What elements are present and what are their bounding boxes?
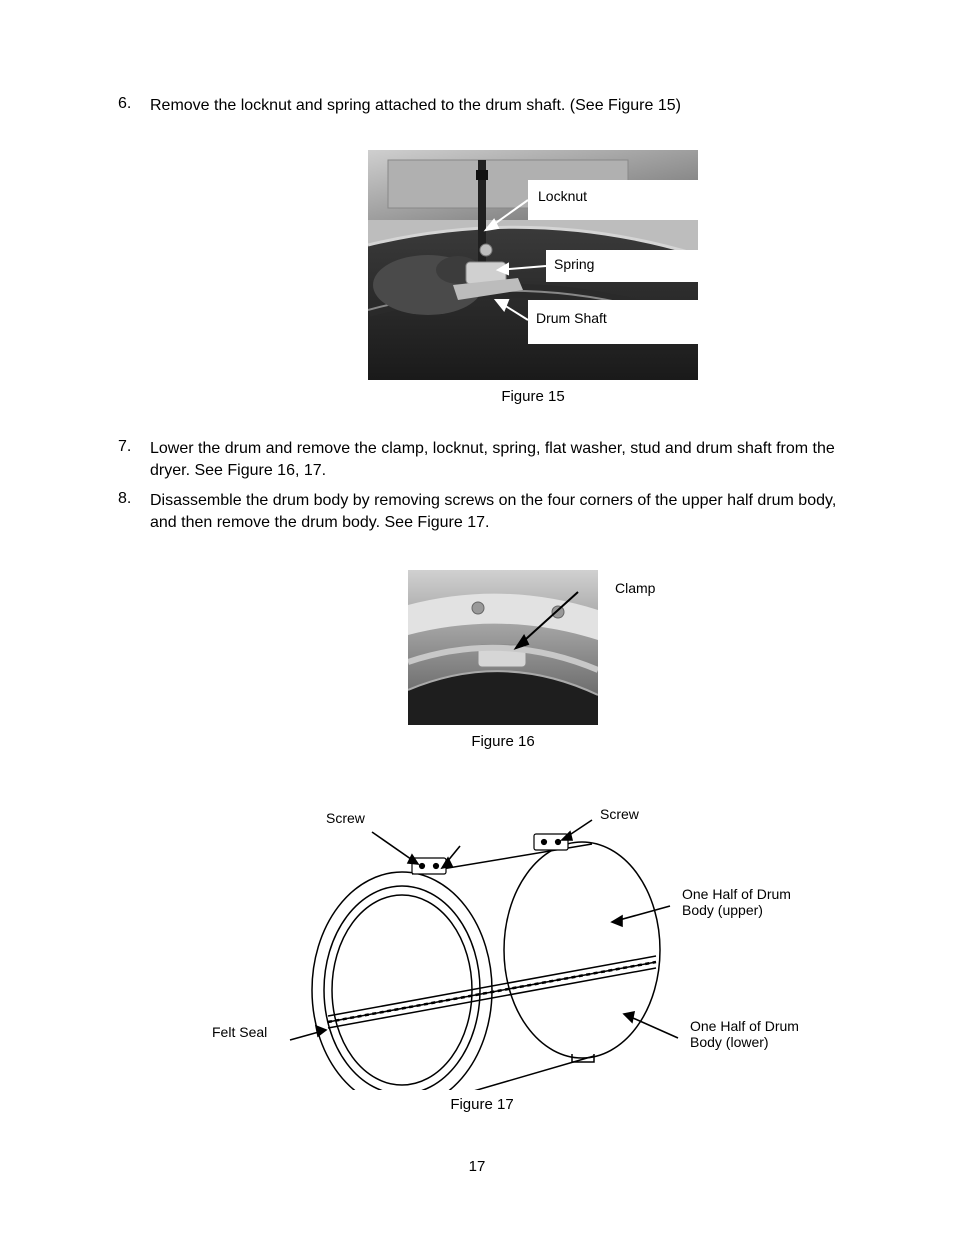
figure-15-label-spring: Spring (554, 256, 594, 272)
step-8-text: Disassemble the drum body by removing sc… (150, 490, 840, 533)
figure-15-label-drum-shaft: Drum Shaft (536, 310, 607, 326)
step-6-number: 6. (118, 95, 131, 113)
figure-17-svg (272, 790, 692, 1090)
step-7-text: Lower the drum and remove the clamp, loc… (150, 438, 840, 481)
figure-17-image (272, 790, 692, 1090)
page: 6. Remove the locknut and spring attache… (0, 0, 954, 1235)
step-8-number: 8. (118, 490, 131, 508)
figure-17-label-upper-half: One Half of Drum Body (upper) (682, 886, 822, 918)
figure-17-label-screw-left: Screw (326, 810, 365, 826)
figure-17: Figure 17 (272, 790, 692, 1113)
figure-16: Figure 16 (408, 570, 598, 750)
figure-15-image: Locknut Spring Drum Shaft (368, 150, 698, 380)
figure-17-label-felt-seal: Felt Seal (212, 1024, 267, 1040)
figure-16-svg (408, 570, 598, 725)
figure-17-caption: Figure 17 (272, 1096, 692, 1113)
step-7-number: 7. (118, 438, 131, 456)
figure-16-label-clamp: Clamp (615, 580, 655, 596)
figure-16-caption: Figure 16 (408, 733, 598, 750)
figure-17-label-screw-right: Screw (600, 806, 639, 822)
figure-15-caption: Figure 15 (368, 388, 698, 405)
figure-15: Locknut Spring Drum Shaft Figure 15 (368, 150, 698, 405)
step-6-text: Remove the locknut and spring attached t… (150, 95, 840, 117)
figure-16-image (408, 570, 598, 725)
figure-15-label-locknut: Locknut (538, 188, 587, 204)
page-number: 17 (0, 1158, 954, 1175)
figure-17-label-lower-half: One Half of Drum Body (lower) (690, 1018, 830, 1050)
figure-15-svg (368, 150, 698, 380)
